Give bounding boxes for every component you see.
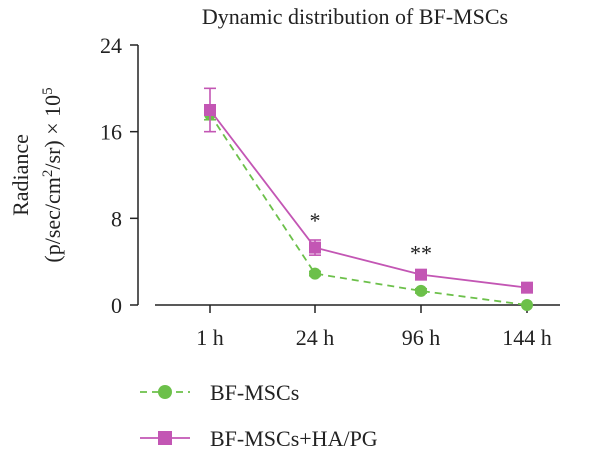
y-tick-label: 8 <box>111 206 122 231</box>
x-tick-label: 24 h <box>296 325 335 350</box>
legend-marker <box>158 385 172 399</box>
legend-marker <box>158 431 172 445</box>
legend-item: BF-MSCs <box>140 380 299 405</box>
series-line <box>209 109 528 289</box>
annotation-layer: *** <box>310 208 433 266</box>
legend-label: BF-MSCs <box>210 380 299 405</box>
x-axis: 1 h 24 h 96 h 144 h <box>155 304 560 350</box>
legend-label: BF-MSCs+HA/PG <box>210 426 378 451</box>
significance-annotation: * <box>310 208 321 233</box>
y-axis-label-line1: Radiance <box>8 134 33 216</box>
data-point <box>415 284 427 297</box>
x-tick-label: 96 h <box>402 325 441 350</box>
y-axis-label: Radiance (p/sec/cm2/sr) × 105 <box>8 87 65 262</box>
y-axis-label-line2: (p/sec/cm2/sr) × 105 <box>40 87 65 262</box>
series-line <box>209 113 528 306</box>
data-point <box>521 299 533 311</box>
data-point <box>415 268 427 281</box>
y-axis: 0 8 16 24 <box>100 33 139 318</box>
y-tick-label: 24 <box>100 33 122 58</box>
series-2 <box>204 87 533 294</box>
data-point <box>521 281 533 294</box>
x-tick-label: 1 h <box>196 325 224 350</box>
x-tick-label: 144 h <box>502 325 552 350</box>
series-1 <box>204 108 533 311</box>
y-axis-label-unit-prefix: (p/sec/cm <box>40 177 65 263</box>
y-axis-label-unit-superscript: 2 <box>40 170 56 178</box>
data-point <box>204 104 216 116</box>
data-point <box>309 267 321 280</box>
y-tick-label: 0 <box>111 293 122 318</box>
y-tick-label: 16 <box>100 120 122 145</box>
series-layer <box>204 87 533 311</box>
legend-item: BF-MSCs+HA/PG <box>140 426 378 451</box>
data-point <box>309 241 321 254</box>
legend: BF-MSCs BF-MSCs+HA/PG <box>140 380 378 451</box>
chart-title: Dynamic distribution of BF-MSCs <box>202 4 508 29</box>
y-axis-label-unit-middle: /sr) × 10 <box>40 95 65 170</box>
y-axis-label-exponent: 5 <box>40 87 56 95</box>
significance-annotation: ** <box>410 241 432 266</box>
